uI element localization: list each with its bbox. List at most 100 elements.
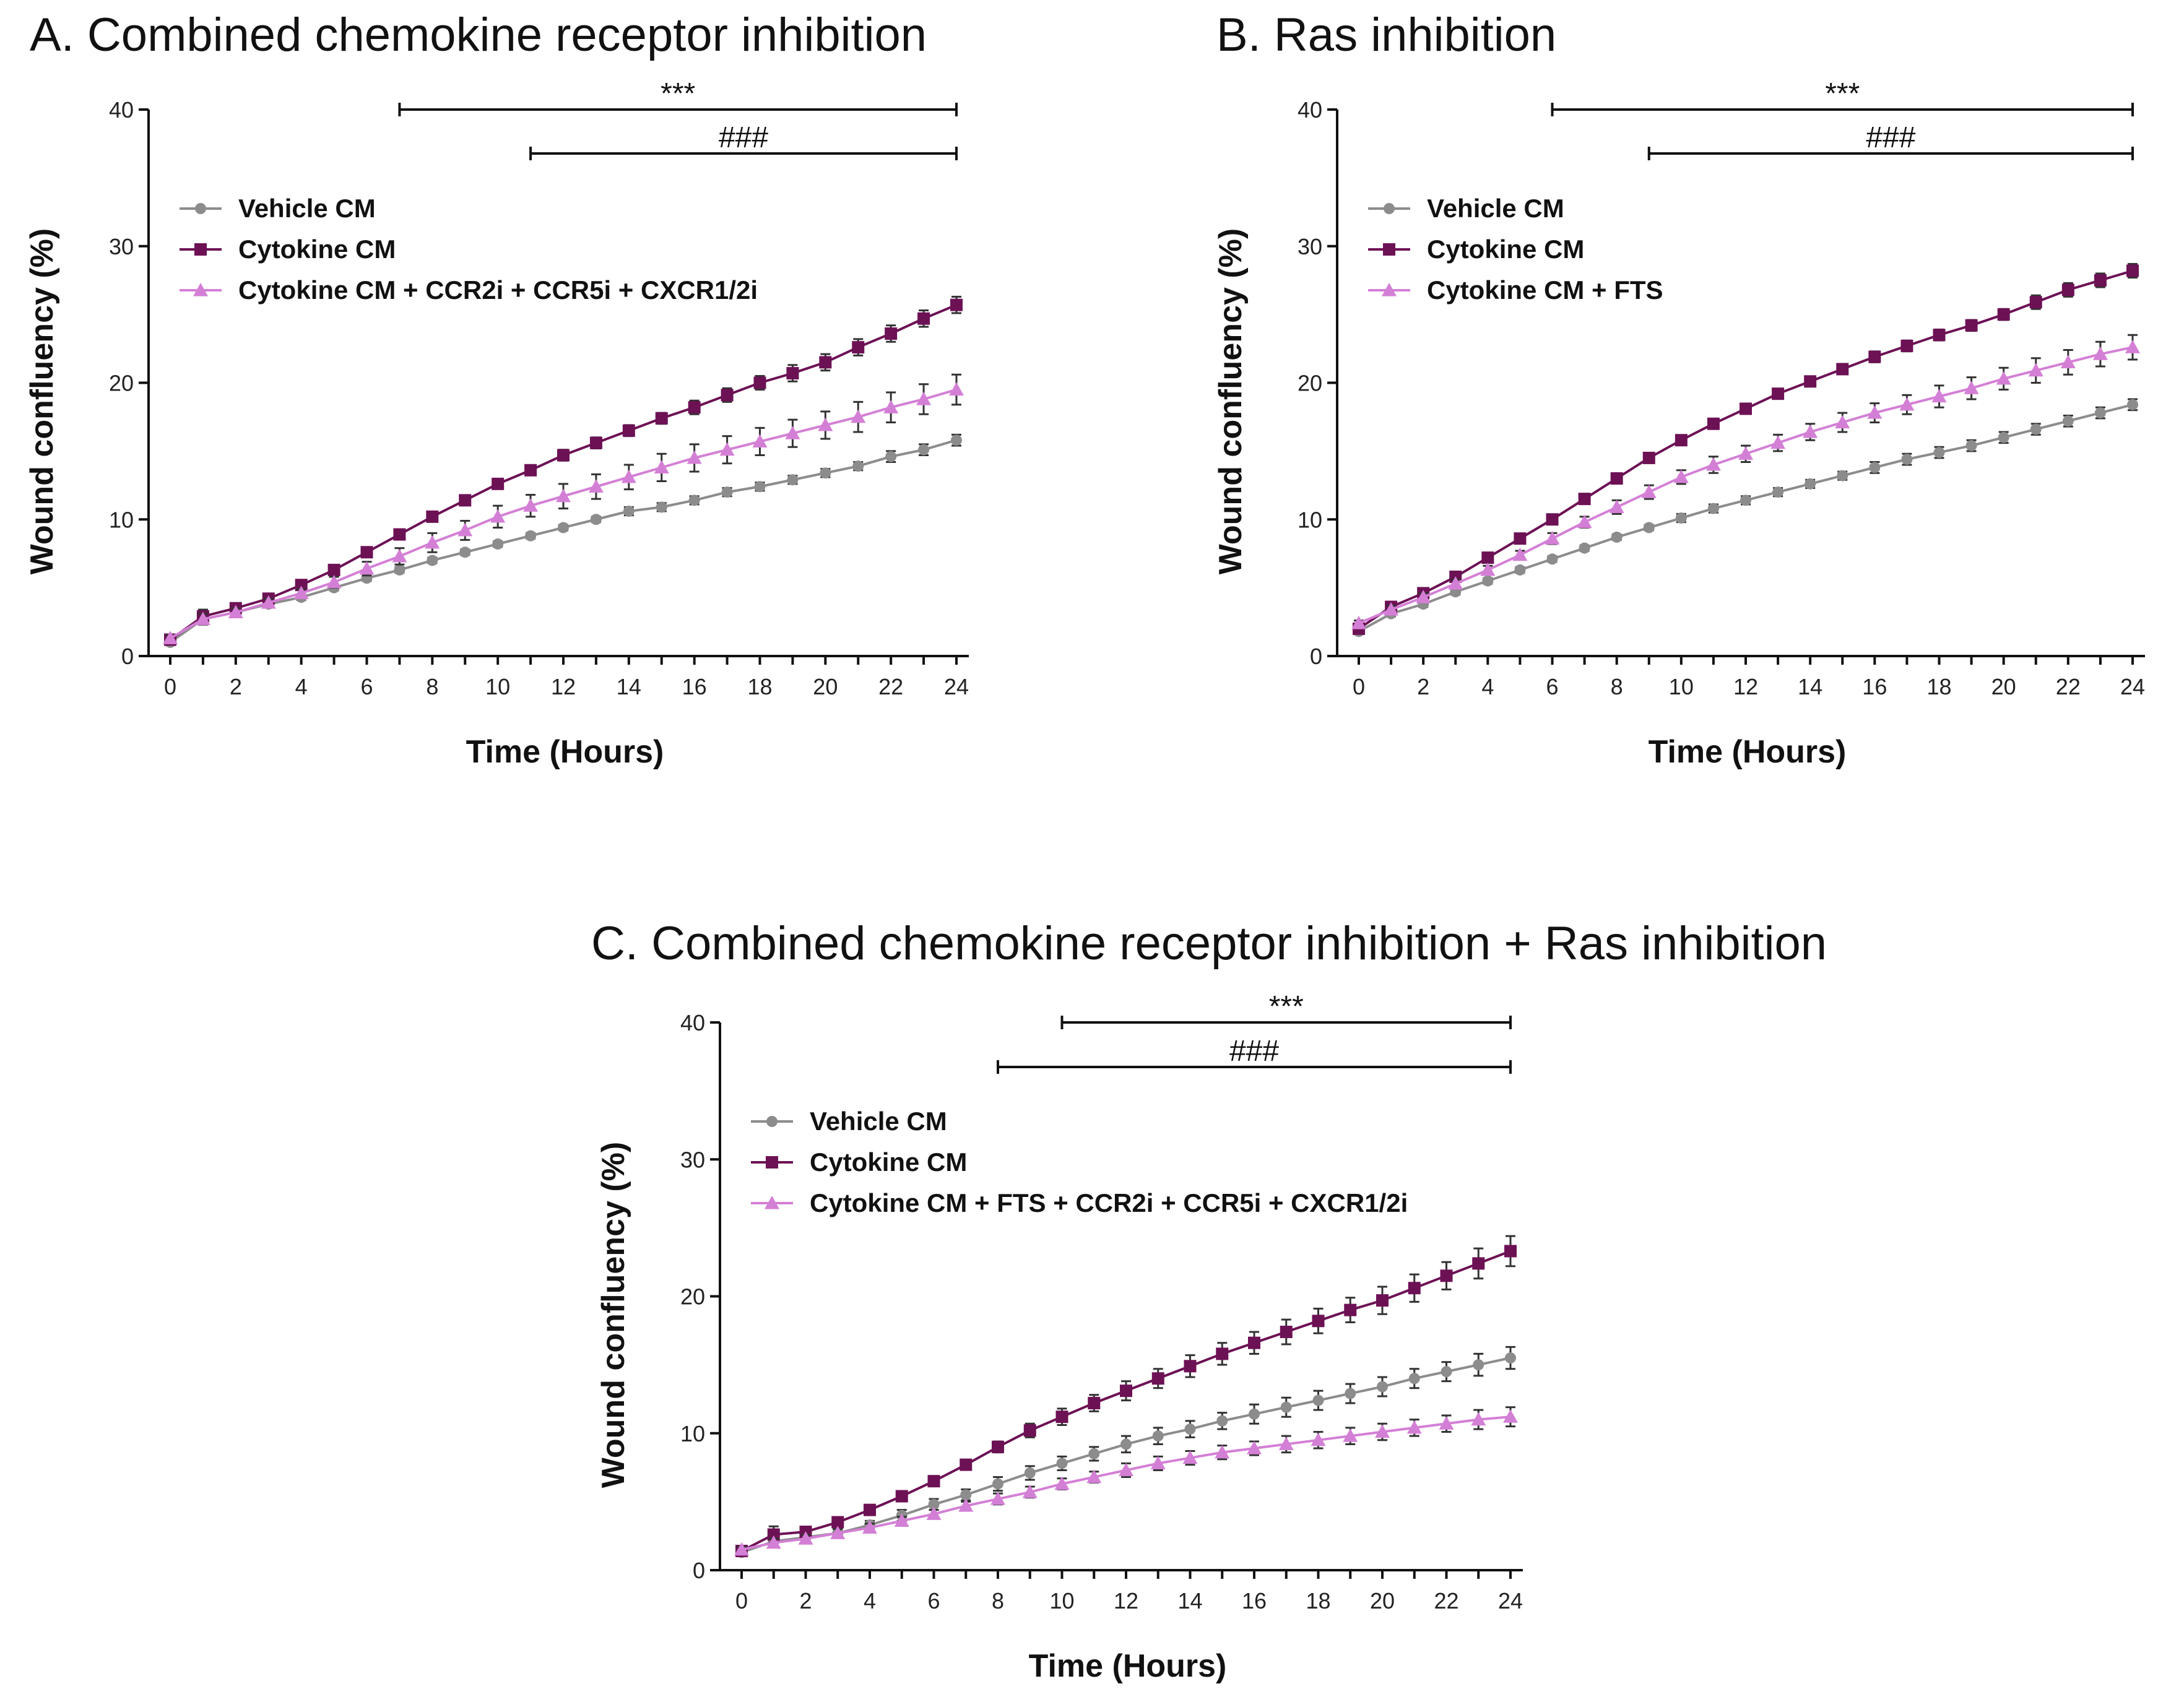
x-tick-label: 24 (944, 674, 969, 699)
data-point (1481, 551, 1494, 564)
x-tick-label: 8 (1611, 674, 1623, 699)
legend-marker (193, 283, 208, 296)
data-point (523, 498, 539, 512)
legend-label: Vehicle CM (1427, 194, 1564, 223)
data-point (721, 389, 734, 402)
series-2 (164, 295, 963, 646)
legend: Vehicle CM Cytokine CM Cytokine CM + FTS +… (751, 1107, 1408, 1217)
x-tick-label: 22 (2056, 674, 2081, 699)
y-tick-label: 30 (1298, 234, 1322, 259)
legend-marker (766, 1116, 778, 1127)
data-point (1280, 1326, 1293, 1339)
data-point (1120, 1438, 1132, 1450)
data-point (525, 530, 537, 542)
data-point (558, 522, 569, 533)
data-point (895, 1490, 908, 1503)
data-point (917, 312, 930, 325)
data-point (1088, 1448, 1100, 1459)
data-point (622, 424, 635, 437)
data-point (1249, 1408, 1260, 1420)
data-point (2062, 415, 2074, 427)
x-tick-label: 20 (813, 674, 838, 699)
x-axis-label: Time (Hours) (1029, 1648, 1227, 1684)
data-point (1740, 495, 1751, 506)
data-point (1280, 1401, 1292, 1413)
data-point (1998, 431, 2009, 443)
significance-label: *** (661, 77, 695, 110)
data-point (459, 546, 471, 558)
data-point (556, 488, 571, 503)
data-point (360, 546, 373, 559)
data-point (589, 436, 602, 449)
series-3 (1351, 334, 2140, 629)
data-point (1344, 1303, 1357, 1316)
data-point (928, 1498, 940, 1510)
data-point (852, 341, 865, 354)
data-point (1996, 371, 2011, 385)
data-point (427, 555, 438, 566)
data-point (1150, 1456, 1166, 1470)
data-point (1965, 319, 1978, 332)
significance-label: ### (719, 121, 768, 154)
data-point (1965, 440, 1977, 452)
data-point (1740, 402, 1752, 415)
data-point (1610, 472, 1623, 485)
y-tick-label: 30 (680, 1147, 705, 1172)
data-point (1312, 1394, 1324, 1406)
data-point (2126, 264, 2139, 277)
x-tick-label: 18 (1926, 674, 1951, 699)
data-point (688, 495, 700, 506)
x-tick-label: 14 (1177, 1588, 1202, 1613)
data-point (2094, 274, 2107, 287)
data-point (1471, 1412, 1486, 1426)
data-point (654, 460, 669, 473)
data-point (490, 509, 506, 523)
significance-label: *** (1825, 77, 1860, 110)
data-point (1512, 547, 1528, 561)
x-tick-label: 2 (230, 674, 242, 699)
data-point (1770, 435, 1786, 449)
x-tick-label: 20 (1991, 674, 2016, 699)
data-point (621, 469, 636, 483)
y-axis-label: Wound confluency (%) (24, 228, 60, 574)
data-point (557, 449, 570, 462)
data-point (1376, 1294, 1389, 1307)
data-point (1480, 562, 1496, 576)
data-point (1707, 417, 1720, 430)
data-point (1312, 1315, 1325, 1328)
x-tick-label: 12 (1733, 674, 1758, 699)
legend-label: Cytokine CM (238, 235, 396, 264)
data-point (752, 434, 768, 448)
legend-label: Cytokine CM + FTS (1427, 275, 1663, 305)
data-point (293, 585, 309, 600)
significance-label: ### (1229, 1035, 1279, 1068)
data-point (1805, 478, 1816, 490)
y-tick-label: 0 (121, 644, 134, 669)
data-point (1504, 1245, 1517, 1258)
data-point (457, 522, 473, 537)
data-point (958, 1498, 974, 1512)
x-tick-label: 18 (1306, 1588, 1330, 1613)
x-tick-label: 2 (1417, 674, 1429, 699)
data-point (1120, 1384, 1132, 1397)
data-point (798, 1531, 813, 1545)
data-point (1054, 1476, 1070, 1490)
series-2 (735, 1235, 1517, 1558)
x-tick-label: 6 (360, 674, 373, 699)
y-tick-label: 40 (680, 1010, 705, 1035)
data-point (1408, 1282, 1421, 1295)
legend-label: Vehicle CM (810, 1107, 947, 1136)
data-point (1351, 616, 1366, 629)
y-tick-label: 40 (109, 97, 134, 123)
series-1 (1353, 398, 2138, 637)
data-point (1056, 1458, 1068, 1469)
x-tick-label: 24 (2120, 674, 2145, 699)
legend-label: Vehicle CM (238, 194, 376, 223)
data-point (1868, 350, 1881, 363)
data-point (1441, 1366, 1452, 1378)
y-tick-label: 10 (109, 507, 134, 532)
legend-label: Cytokine CM (1427, 235, 1584, 264)
legend-marker (766, 1156, 778, 1169)
x-tick-label: 6 (927, 1588, 940, 1613)
data-point (1343, 1428, 1358, 1442)
